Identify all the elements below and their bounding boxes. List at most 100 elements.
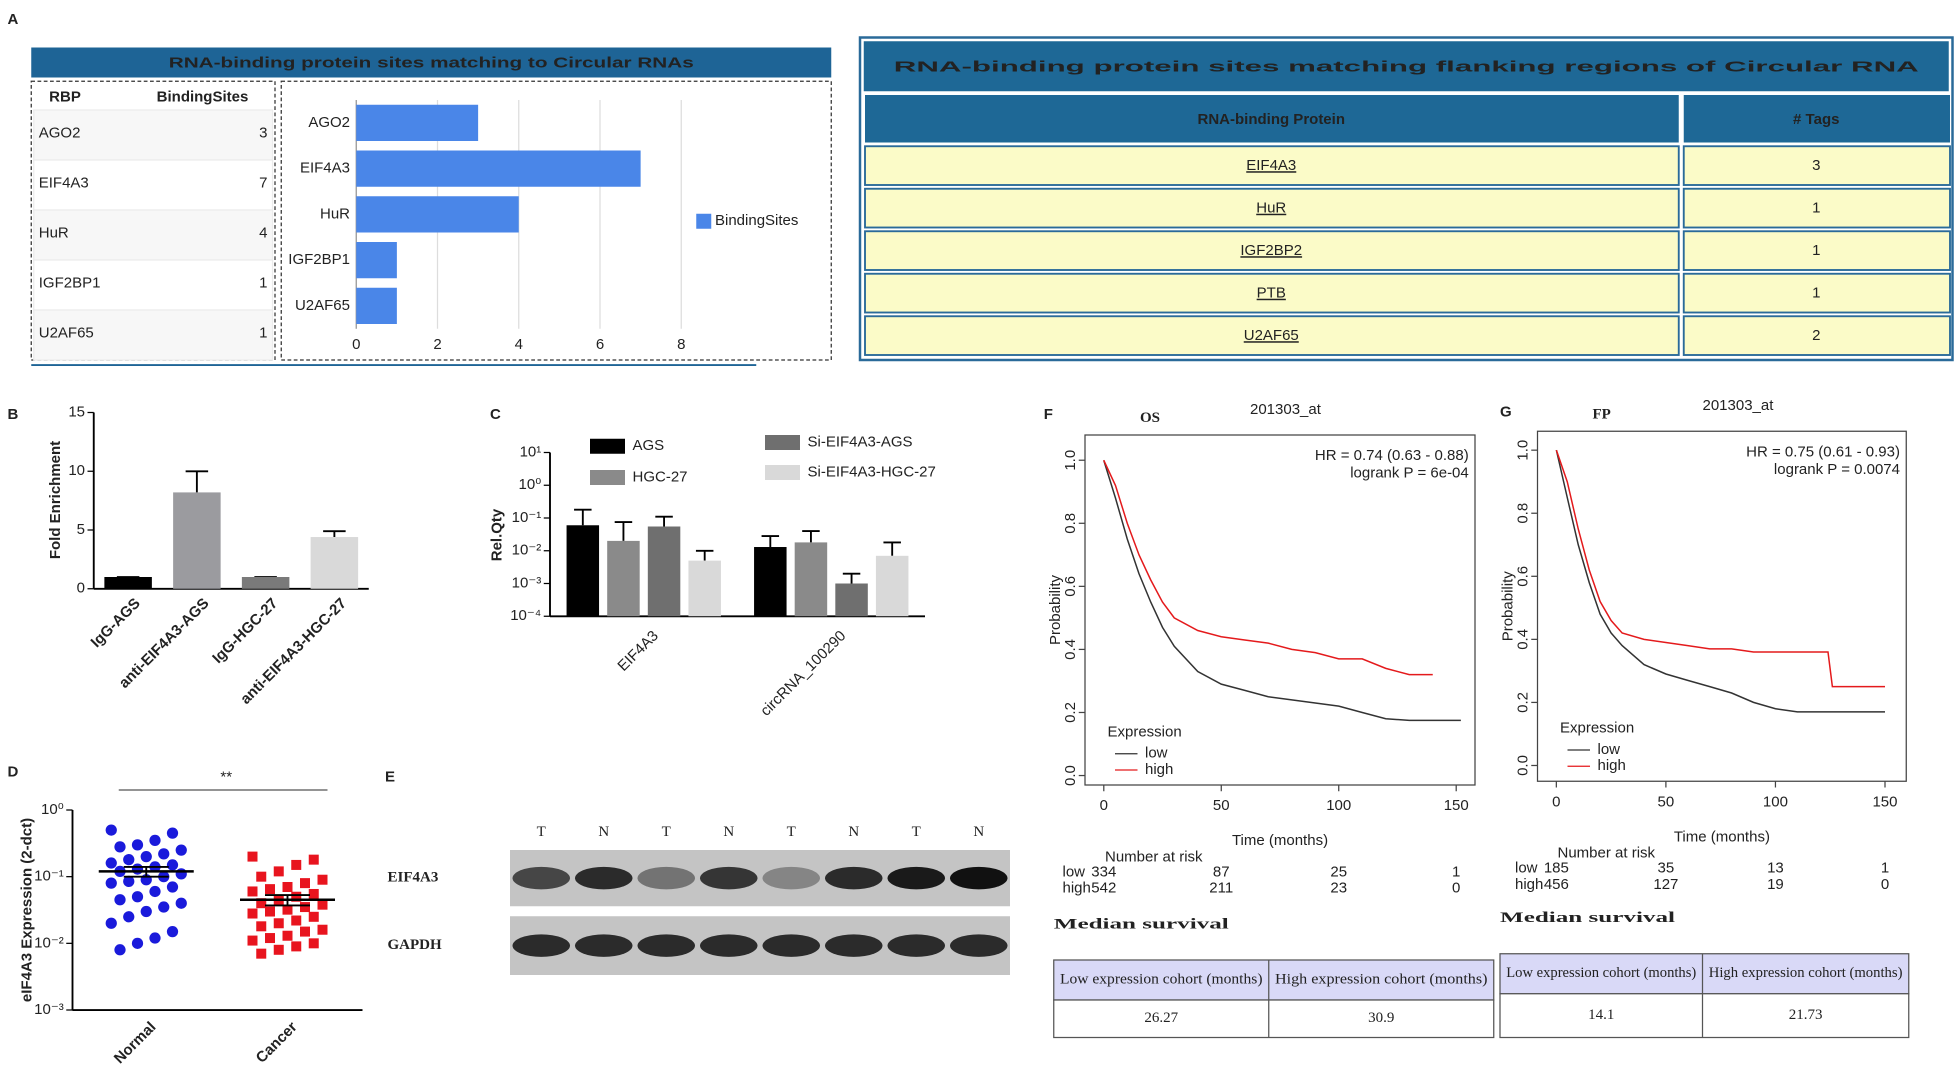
point xyxy=(256,898,267,909)
median-value: 26.27 xyxy=(1144,1010,1178,1026)
table-title: RNA-binding protein sites matching flank… xyxy=(894,58,1919,75)
risk-title: Number at risk xyxy=(1558,845,1656,862)
blot-band xyxy=(762,934,820,957)
risk-row-label: low xyxy=(1515,860,1538,877)
y-tick-label: EIF4A3 xyxy=(300,160,350,177)
point xyxy=(140,850,152,863)
point xyxy=(105,917,117,929)
risk-value: 87 xyxy=(1213,863,1230,880)
y-axis-label: Fold Enrichment xyxy=(47,441,64,559)
protein-link[interactable]: U2AF65 xyxy=(1244,327,1299,344)
point xyxy=(282,881,293,892)
risk-value: 13 xyxy=(1767,860,1784,877)
x-tick-label: 100 xyxy=(1326,797,1351,814)
lane-label: N xyxy=(973,824,984,840)
y-tick-label: 0.2 xyxy=(1515,692,1532,713)
point xyxy=(166,827,179,839)
point xyxy=(105,824,117,836)
x-tick-label: 2 xyxy=(433,336,441,353)
point xyxy=(300,902,310,913)
table-header: # Tags xyxy=(1793,111,1839,128)
table-cell: 2 xyxy=(1812,327,1820,344)
risk-value: 35 xyxy=(1658,860,1675,877)
blot-band xyxy=(887,866,945,890)
y-tick-label: U2AF65 xyxy=(295,297,350,314)
annotation: HR = 0.75 (0.61 - 0.93) xyxy=(1746,443,1900,460)
blot-band xyxy=(637,934,695,957)
point xyxy=(114,944,126,956)
risk-value: 0 xyxy=(1452,880,1460,897)
x-tick-label: 6 xyxy=(596,336,604,353)
point xyxy=(247,935,258,946)
y-tick-label: 10⁻³ xyxy=(34,1001,64,1018)
bar xyxy=(104,577,152,589)
y-axis-label: Probability xyxy=(1047,574,1064,645)
blot-band xyxy=(575,934,633,957)
bar xyxy=(356,104,479,142)
table-title: RNA-binding protein sites matching to Ci… xyxy=(169,55,694,72)
blot-row-label: GAPDH xyxy=(388,937,442,953)
bar xyxy=(310,537,359,589)
point xyxy=(123,911,135,923)
table-header-cell xyxy=(865,95,1679,143)
y-tick-label: 15 xyxy=(68,403,85,420)
bar xyxy=(754,547,787,617)
table-row xyxy=(33,209,274,261)
table-cell-bg xyxy=(864,315,1680,356)
risk-value: 185 xyxy=(1544,860,1569,877)
y-tick-label: 10⁻³ xyxy=(512,574,542,591)
point xyxy=(247,908,258,919)
plot-frame xyxy=(1536,430,1907,782)
y-tick-label: 10⁻¹ xyxy=(512,509,542,526)
x-tick-label: EIF4A3 xyxy=(614,627,661,674)
risk-value: 1 xyxy=(1452,863,1460,880)
point xyxy=(256,921,267,932)
y-tick-label: 10 xyxy=(68,462,85,479)
protein-link[interactable]: EIF4A3 xyxy=(1246,157,1296,174)
table-title-bar xyxy=(863,41,1949,92)
blot-band xyxy=(512,866,570,890)
bar xyxy=(356,196,519,233)
protein-link[interactable]: HuR xyxy=(1256,200,1286,217)
legend-swatch xyxy=(696,213,712,229)
point xyxy=(175,868,187,880)
table-cell-bg xyxy=(1682,145,1951,186)
x-tick-label: 50 xyxy=(1658,793,1675,810)
y-tick-label: 0.6 xyxy=(1515,566,1532,587)
protein-link[interactable]: IGF2BP2 xyxy=(1240,242,1302,259)
table-cell-bg xyxy=(864,230,1680,271)
survival-curve xyxy=(1103,459,1433,676)
table-cell: 3 xyxy=(1812,157,1820,174)
point xyxy=(175,897,187,909)
legend-label: low xyxy=(1598,741,1621,758)
table-cell: 1 xyxy=(259,275,267,292)
bar xyxy=(607,540,640,617)
point xyxy=(308,854,319,865)
lane-label: N xyxy=(598,824,609,840)
median-header: High expression cohort (months) xyxy=(1275,971,1488,987)
risk-row-label: low xyxy=(1063,863,1086,880)
legend-label: BindingSites xyxy=(715,212,798,229)
point xyxy=(131,863,144,875)
median-body xyxy=(1053,999,1495,1039)
legend-label: high xyxy=(1598,757,1626,774)
lane-label: T xyxy=(662,824,671,840)
table-row xyxy=(33,159,274,211)
y-axis-label: Probability xyxy=(1500,571,1517,642)
point xyxy=(105,857,117,869)
protein-link[interactable]: PTB xyxy=(1257,285,1286,302)
x-axis-label: Time (months) xyxy=(1232,832,1328,849)
chart-title: OS xyxy=(1140,410,1160,426)
x-tick-label: 50 xyxy=(1213,797,1230,814)
bar xyxy=(566,525,600,617)
table-cell: 1 xyxy=(1812,200,1820,217)
point xyxy=(131,937,144,949)
y-axis-label: eIF4A3 Expression (2-dct) xyxy=(18,818,35,1002)
plot-frame xyxy=(1084,434,1476,786)
table-cell-bg xyxy=(1682,315,1951,356)
lane-label: T xyxy=(787,824,796,840)
point xyxy=(291,915,302,926)
lane-label: N xyxy=(848,824,859,840)
point xyxy=(123,854,135,866)
